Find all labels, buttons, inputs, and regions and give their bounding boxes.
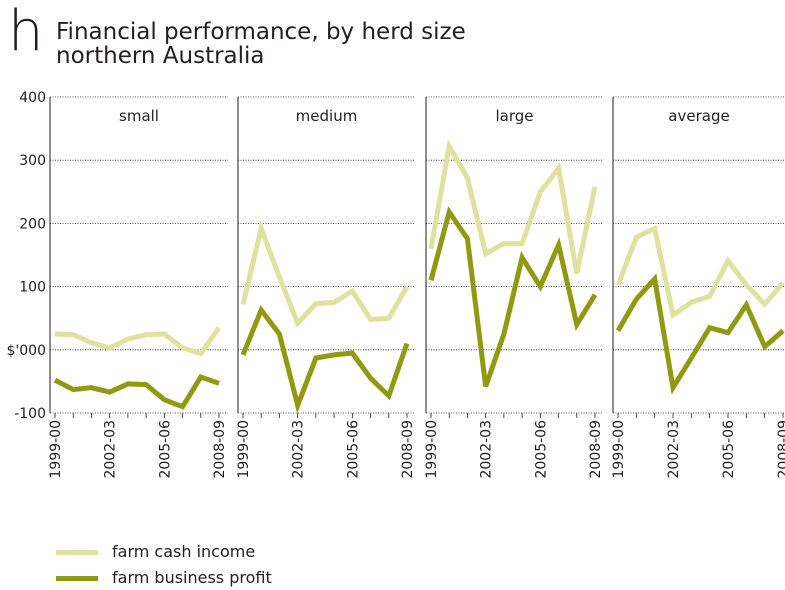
chart-subtitle: northern Australia [56,43,265,69]
series-line-large-farm-cash-income [428,139,598,274]
series-line-small-farm-cash-income [54,326,222,357]
panel-label-small: small [119,107,159,125]
legend-label-farm-business-profit: farm business profit [112,568,272,587]
x-tick-label: 2008-09 [588,420,604,479]
x-tick-label: 2002-03 [291,420,307,479]
x-tick-label: 1999-00 [48,420,64,479]
series-line-average-farm-business-profit [615,273,785,395]
series-line-large-farm-business-profit [428,206,598,388]
x-tick-label: 2005-06 [533,420,549,479]
chart-title: Financial performance, by herd size [56,19,466,45]
x-tick-label: 2002-03 [103,420,119,479]
x-tick-label: 1999-00 [236,420,252,479]
series-line-average-farm-cash-income [615,224,785,320]
legend-label-farm-cash-income: farm cash income [112,542,256,561]
x-tick-label: 2002-03 [479,420,495,479]
x-tick-label: 2002-03 [666,420,682,479]
series-line-small-farm-business-profit [53,373,220,410]
x-tick-label: 2005-06 [157,420,173,479]
panel-label-large: large [495,107,533,125]
x-tick-label: 2008-09 [212,420,228,479]
y-tick-label: 300 [19,153,46,169]
y-tick-label: $'000 [7,343,46,359]
y-tick-label: 100 [19,280,46,296]
y-tick-label: -100 [14,406,46,422]
series-line-medium-farm-business-profit [240,304,410,414]
x-tick-label: 1999-00 [424,420,440,479]
legend-swatch-farm-business-profit [56,576,98,581]
x-tick-label: 2005-06 [345,420,361,479]
x-tick-label: 2008-09 [400,420,416,479]
panel-label-average: average [668,107,729,125]
x-tick-label: 2008-09 [776,420,785,479]
x-tick-label: 2005-06 [721,420,737,479]
y-tick-label: 200 [19,216,46,232]
y-tick-label: 400 [19,90,46,106]
panel-label-medium: medium [296,107,358,125]
panel-letter: h [8,0,44,64]
legend-swatch-farm-cash-income [56,550,98,555]
x-tick-label: 1999-00 [611,420,627,479]
series-line-medium-farm-cash-income [240,219,410,328]
